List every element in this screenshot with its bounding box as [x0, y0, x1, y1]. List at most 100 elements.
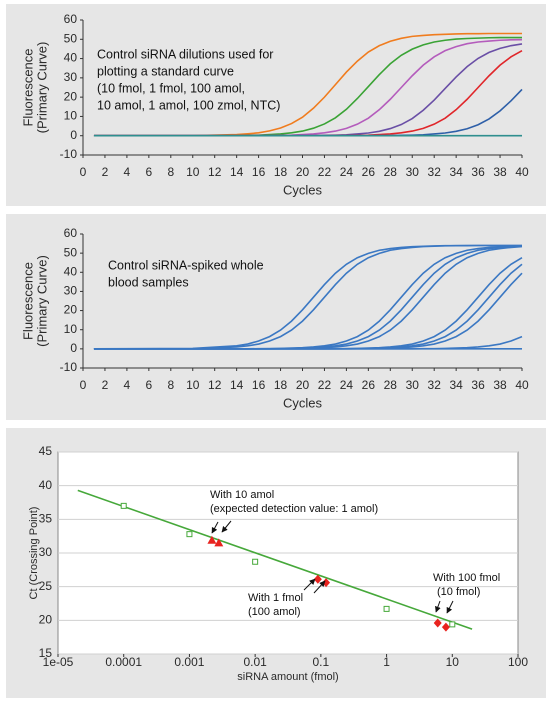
annotation: With 100 fmol: [433, 572, 500, 584]
x-tick-label: 10: [446, 655, 460, 669]
annotation: (expected detection value: 1 amol): [210, 503, 378, 515]
y-tick-label: 40: [39, 478, 53, 492]
x-tick-label: 4: [124, 165, 131, 179]
x-tick-label: 24: [340, 165, 354, 179]
annotation: Control siRNA dilutions used for: [97, 47, 273, 61]
y-tick-label: 30: [64, 70, 78, 84]
y-tick-label: 60: [64, 12, 78, 26]
x-tick-label: 38: [493, 378, 507, 392]
annotation: With 1 fmol: [248, 592, 303, 604]
x-tick-label: 2: [102, 378, 109, 392]
x-tick-label: 26: [362, 378, 376, 392]
y-axis-label: Ct (Crossing Point): [28, 507, 40, 600]
x-tick-label: 6: [146, 378, 153, 392]
x-tick-label: 0: [80, 165, 87, 179]
y-axis-label: Fluorescence: [20, 262, 35, 340]
point: [120, 502, 127, 509]
annotation: With 10 amol: [210, 489, 274, 501]
arrow: [303, 578, 316, 591]
annotation: (10 fmol, 1 fmol, 100 amol,: [97, 81, 245, 95]
series-line: [77, 489, 473, 630]
x-axis-label: Cycles: [283, 182, 323, 197]
x-tick-label: 16: [252, 165, 266, 179]
x-tick-label: 36: [471, 165, 485, 179]
x-axis-label: Cycles: [283, 395, 323, 410]
x-tick-label: 100: [508, 655, 528, 669]
point: [433, 618, 442, 628]
y-axis-label: Fluorescence: [20, 48, 35, 126]
x-tick-label: 34: [449, 378, 463, 392]
x-tick-label: 28: [384, 165, 398, 179]
x-tick-label: 40: [515, 378, 529, 392]
x-tick-label: 0.001: [174, 655, 204, 669]
x-tick-label: 18: [274, 165, 288, 179]
x-tick-label: 0: [80, 378, 87, 392]
x-tick-label: 12: [208, 165, 222, 179]
x-tick-label: 1: [383, 655, 390, 669]
y-tick-label: 45: [39, 444, 53, 458]
x-tick-label: 4: [124, 378, 131, 392]
annotation: (10 fmol): [437, 586, 480, 598]
point: [186, 531, 193, 538]
x-tick-label: 14: [230, 165, 244, 179]
x-tick-label: 32: [428, 378, 442, 392]
x-tick-label: 6: [146, 165, 153, 179]
series-line: [93, 244, 522, 350]
annotation: (100 amol): [248, 606, 301, 618]
y-tick-label: 20: [64, 303, 78, 317]
annotation: 10 amol, 1 amol, 100 zmol, NTC): [97, 98, 280, 112]
point: [441, 622, 450, 632]
x-tick-label: 1e-05: [43, 655, 74, 669]
x-tick-label: 0.0001: [105, 655, 142, 669]
x-tick-label: 2: [102, 165, 109, 179]
arrow: [211, 521, 219, 534]
arrow: [446, 600, 454, 614]
x-tick-label: 0.1: [313, 655, 330, 669]
y-tick-label: 40: [64, 264, 78, 278]
x-tick-label: 14: [230, 378, 244, 392]
x-tick-label: 34: [449, 165, 463, 179]
y-axis-label: (Primary Curve): [34, 42, 49, 134]
y-tick-label: -10: [60, 147, 78, 161]
x-tick-label: 20: [296, 165, 310, 179]
x-tick-label: 8: [167, 378, 174, 392]
y-tick-label: 35: [39, 512, 53, 526]
x-tick-label: 38: [493, 165, 507, 179]
x-tick-label: 30: [406, 165, 420, 179]
x-tick-label: 10: [186, 165, 200, 179]
arrow: [313, 580, 326, 594]
y-axis-label: (Primary Curve): [34, 255, 49, 347]
x-tick-label: 26: [362, 165, 376, 179]
point: [449, 621, 456, 628]
arrow: [221, 520, 232, 533]
y-tick-label: 25: [39, 579, 53, 593]
annotation: Control siRNA-spiked whole: [108, 258, 264, 272]
y-tick-label: 10: [64, 109, 78, 123]
point: [214, 538, 224, 547]
x-tick-label: 40: [515, 165, 529, 179]
series-line: [93, 32, 522, 137]
x-tick-label: 24: [340, 378, 354, 392]
arrow: [435, 600, 441, 613]
y-tick-label: 0: [70, 128, 77, 142]
y-tick-label: 10: [64, 322, 78, 336]
point: [252, 558, 259, 565]
x-tick-label: 22: [318, 378, 332, 392]
x-tick-label: 12: [208, 378, 222, 392]
x-tick-label: 20: [296, 378, 310, 392]
x-tick-label: 8: [167, 165, 174, 179]
y-tick-label: 20: [64, 89, 78, 103]
y-tick-label: 50: [64, 245, 78, 259]
x-tick-label: 16: [252, 378, 266, 392]
y-tick-label: 50: [64, 31, 78, 45]
x-axis-label: siRNA amount (fmol): [237, 671, 338, 683]
y-tick-label: 20: [39, 613, 53, 627]
point: [207, 535, 217, 544]
annotation: blood samples: [108, 275, 189, 289]
y-tick-label: 15: [39, 646, 53, 660]
x-tick-label: 0.01: [243, 655, 267, 669]
x-tick-label: 36: [471, 378, 485, 392]
x-tick-label: 32: [428, 165, 442, 179]
